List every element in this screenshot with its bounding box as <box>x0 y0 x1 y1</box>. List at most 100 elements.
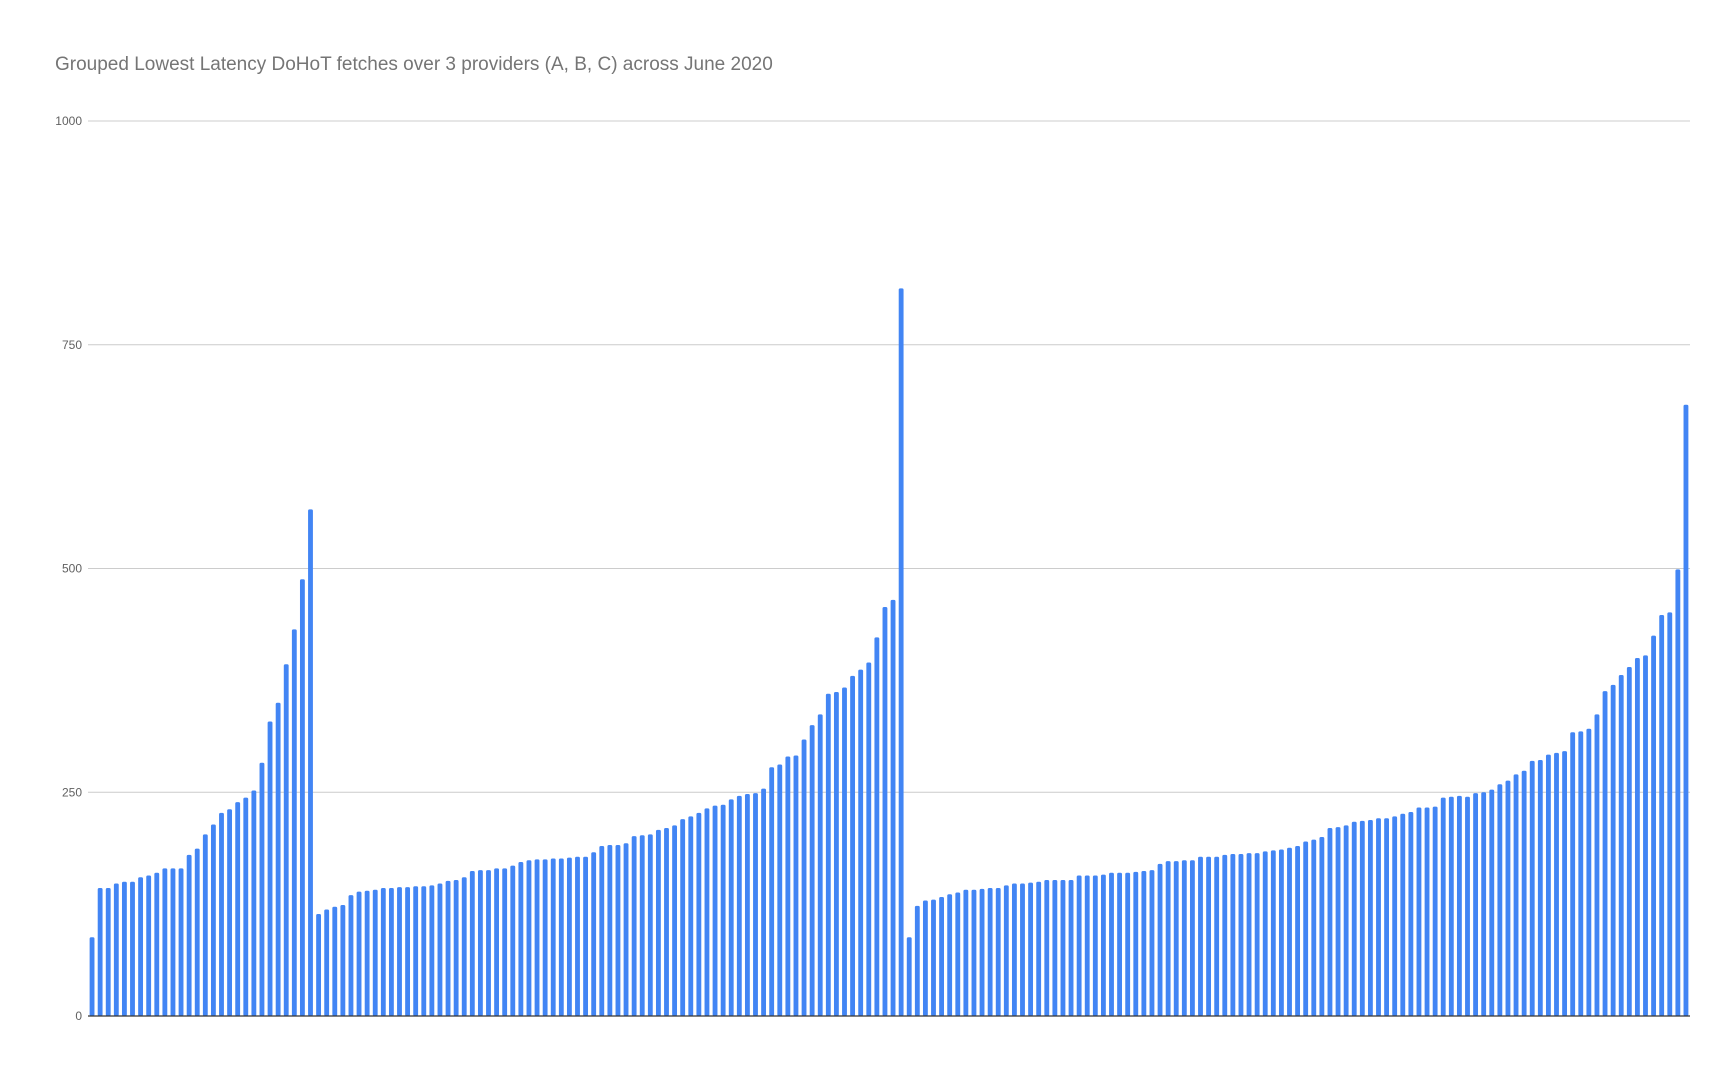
bar <box>623 843 629 1016</box>
bar <box>971 889 977 1016</box>
bar <box>494 868 500 1016</box>
bar <box>1376 818 1381 1016</box>
bar <box>1044 879 1050 1016</box>
bar <box>1052 879 1058 1016</box>
bar <box>1408 811 1414 1016</box>
bar <box>558 858 564 1016</box>
bar <box>283 664 289 1016</box>
bar <box>397 887 402 1016</box>
bar <box>639 835 645 1016</box>
bar <box>1076 875 1082 1016</box>
bar <box>348 895 354 1016</box>
bar <box>405 887 411 1016</box>
bar <box>963 889 969 1016</box>
bar <box>105 888 111 1016</box>
bar <box>1327 828 1333 1016</box>
bar <box>1626 666 1632 1016</box>
bar <box>1675 569 1681 1016</box>
bar <box>364 890 370 1016</box>
bar <box>1278 849 1284 1016</box>
bar <box>1125 872 1131 1016</box>
bar <box>1586 728 1592 1016</box>
bar <box>914 905 920 1016</box>
bar <box>688 816 694 1016</box>
bar <box>113 883 119 1016</box>
bar <box>931 899 936 1016</box>
bar <box>1270 850 1276 1016</box>
bar <box>736 795 742 1016</box>
y-tick-label: 500 <box>62 562 82 576</box>
bar <box>939 896 945 1016</box>
bar <box>1238 854 1244 1016</box>
bar <box>235 802 241 1016</box>
bar <box>210 824 216 1016</box>
bar <box>1521 770 1527 1016</box>
bar <box>356 891 362 1016</box>
bar <box>1448 796 1454 1016</box>
bar <box>89 937 95 1016</box>
y-tick-label: 250 <box>62 785 82 799</box>
bar <box>1392 816 1398 1016</box>
bar <box>583 856 589 1016</box>
bar <box>1554 752 1559 1016</box>
bar <box>469 871 475 1016</box>
bar <box>1173 861 1179 1016</box>
bar <box>1456 795 1462 1016</box>
bar <box>437 883 443 1016</box>
bar <box>146 875 152 1016</box>
bar <box>1489 789 1495 1016</box>
bar <box>1529 760 1535 1016</box>
bar <box>162 868 168 1016</box>
bar <box>696 812 702 1016</box>
bar <box>1149 870 1155 1016</box>
bar <box>194 848 200 1016</box>
bar <box>1206 856 1212 1016</box>
y-tick-label: 0 <box>75 1009 82 1023</box>
bar <box>599 845 605 1016</box>
bar <box>130 881 135 1016</box>
bar <box>777 764 783 1016</box>
bar <box>858 669 864 1016</box>
bar <box>1246 853 1252 1016</box>
bar <box>186 854 192 1016</box>
bar <box>413 886 419 1016</box>
bars <box>89 288 1689 1017</box>
bar <box>842 687 847 1016</box>
bar <box>825 693 831 1016</box>
bar <box>1643 655 1648 1016</box>
bar <box>753 793 758 1016</box>
bar <box>1634 658 1640 1016</box>
bar <box>987 888 993 1016</box>
bar <box>477 870 483 1016</box>
bar <box>178 868 184 1016</box>
bar <box>550 858 556 1016</box>
bar <box>1667 612 1673 1016</box>
bar <box>1198 856 1203 1016</box>
bar <box>1003 885 1009 1016</box>
bar <box>1651 635 1657 1017</box>
y-axis-tick-labels: 0 250 500 750 1000 <box>55 114 82 1023</box>
bar <box>607 845 613 1016</box>
bar <box>664 828 669 1016</box>
bar <box>955 892 961 1016</box>
bar <box>340 905 346 1016</box>
bar <box>97 888 103 1016</box>
bar <box>979 888 985 1016</box>
bar <box>1133 871 1139 1016</box>
bar <box>1570 732 1576 1016</box>
bar <box>259 762 265 1016</box>
bar <box>866 662 872 1016</box>
bar <box>680 819 686 1016</box>
bar <box>1295 845 1301 1016</box>
bar <box>591 852 597 1016</box>
gridlines <box>88 120 1690 793</box>
bar <box>299 579 305 1016</box>
bar <box>850 675 856 1016</box>
bar <box>1262 851 1268 1016</box>
bar <box>1303 841 1309 1016</box>
bar <box>324 909 330 1016</box>
bar <box>1578 731 1584 1016</box>
bar <box>1084 875 1090 1016</box>
bar <box>121 881 127 1016</box>
